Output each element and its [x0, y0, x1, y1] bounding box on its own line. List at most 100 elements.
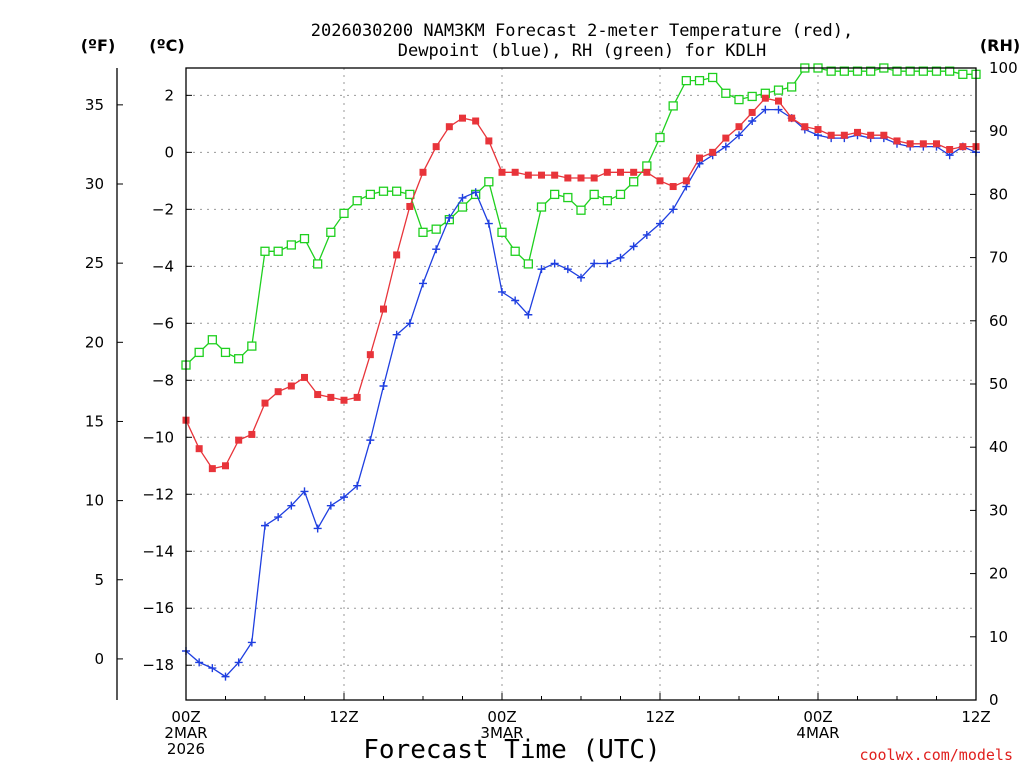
temperature-point [287, 382, 295, 390]
temperature-point [274, 388, 282, 396]
f-tick-label: 30 [85, 175, 104, 193]
dewpoint-point [208, 664, 217, 673]
rh-point [484, 177, 494, 187]
rh-point [431, 224, 441, 234]
temperature-point [301, 373, 308, 381]
rh-point [708, 72, 718, 83]
series-temperature [182, 94, 980, 473]
x-tick-label: 3MAR [480, 724, 523, 742]
rh-point [773, 85, 784, 95]
dewpoint-point [656, 219, 664, 228]
right-rh-axis-unit: (RH) [980, 36, 1020, 55]
temperature-point [867, 131, 875, 139]
credit-text: coolwx.com/models [859, 746, 1013, 764]
temperature-point [933, 140, 940, 148]
rh-point [694, 75, 705, 86]
c-tick-label: 0 [164, 143, 174, 161]
dewpoint-point [616, 253, 625, 262]
rh-point [839, 66, 849, 76]
temperature-point [327, 393, 335, 401]
f-tick-label: 15 [85, 412, 104, 430]
temperature-point [630, 168, 638, 176]
temperature-point [564, 174, 572, 182]
temperature-point [722, 134, 730, 142]
temperature-point [801, 123, 809, 131]
rh-point [220, 347, 231, 358]
temperature-point [366, 351, 374, 359]
rh-point [615, 189, 626, 200]
rh-tick-label: 40 [989, 438, 1008, 456]
x-tick-label: 4MAR [796, 724, 839, 742]
dewpoint-point [313, 524, 322, 533]
temperature-point [406, 202, 414, 210]
c-tick-label: −16 [142, 599, 174, 617]
rh-point [642, 161, 652, 171]
dewpoint-point [484, 219, 493, 228]
chart-title-line-1: 2026030200 NAM3KM Forecast 2-meter Tempe… [311, 21, 853, 41]
x-tick-label: 12Z [329, 708, 358, 726]
temperature-point [485, 137, 493, 145]
temperature-point [906, 140, 914, 148]
temperature-point [919, 140, 927, 148]
temperature-point [854, 128, 861, 136]
rh-point [326, 227, 336, 237]
temperature-point [840, 131, 848, 139]
temperature-point [195, 445, 203, 453]
temperature-point [248, 430, 256, 438]
temperature-point [577, 174, 585, 182]
rh-tick-label: 30 [989, 501, 1008, 519]
rh-point [892, 66, 902, 76]
rh-point [510, 246, 520, 256]
rh-point [826, 66, 836, 76]
c-tick-label: −6 [152, 314, 174, 332]
x-axis-label: Forecast Time (UTC) [363, 735, 660, 765]
dewpoint-point [774, 105, 783, 114]
f-tick-label: 20 [85, 333, 104, 351]
c-tick-label: −10 [142, 428, 174, 446]
dewpoint-point [761, 105, 770, 114]
rh-point [457, 202, 468, 212]
rh-point [852, 66, 863, 76]
temperature-point [788, 114, 796, 122]
plot-frame [185, 67, 977, 701]
x-tick-label: 12Z [961, 708, 990, 726]
rh-point [629, 177, 639, 187]
dewpoint-point [629, 242, 638, 251]
rh-point [550, 189, 560, 200]
rh-point [273, 246, 283, 256]
dewpoint-point [234, 658, 243, 667]
temperature-point [893, 137, 901, 145]
dewpoint-point [300, 487, 309, 496]
temperature-point [709, 148, 717, 156]
f-tick-label: 0 [94, 650, 104, 668]
dewpoint-point [537, 265, 546, 274]
f-tick-label: 25 [85, 254, 104, 272]
dewpoint-point [748, 116, 757, 125]
temperature-point [880, 131, 888, 139]
rh-point [668, 101, 678, 111]
chart-title-line-2: Dewpoint (blue), RH (green) for KDLH [398, 41, 766, 61]
rh-point [313, 259, 323, 269]
c-tick-label: 2 [164, 86, 174, 104]
dewpoint-point [577, 273, 585, 282]
grid-lines [186, 68, 976, 700]
c-tick-label: −14 [142, 542, 174, 560]
rh-tick-label: 100 [989, 59, 1018, 77]
f-tick-label: 5 [94, 571, 104, 589]
dewpoint-point [498, 287, 506, 296]
rh-line [185, 67, 976, 366]
series-dewpoint [182, 105, 980, 681]
temperature-point [445, 123, 453, 131]
rh-point [734, 94, 744, 105]
dewpoint-point [392, 330, 401, 339]
x-tick-label: 12Z [645, 708, 674, 726]
dewpoint-point [287, 501, 296, 510]
dewpoint-point [247, 638, 256, 647]
rh-point [352, 196, 362, 206]
rh-tick-label: 10 [989, 628, 1008, 646]
rh-point [299, 233, 310, 244]
temperature-point [946, 145, 954, 153]
rh-point [589, 189, 599, 200]
temperature-point [827, 131, 835, 139]
